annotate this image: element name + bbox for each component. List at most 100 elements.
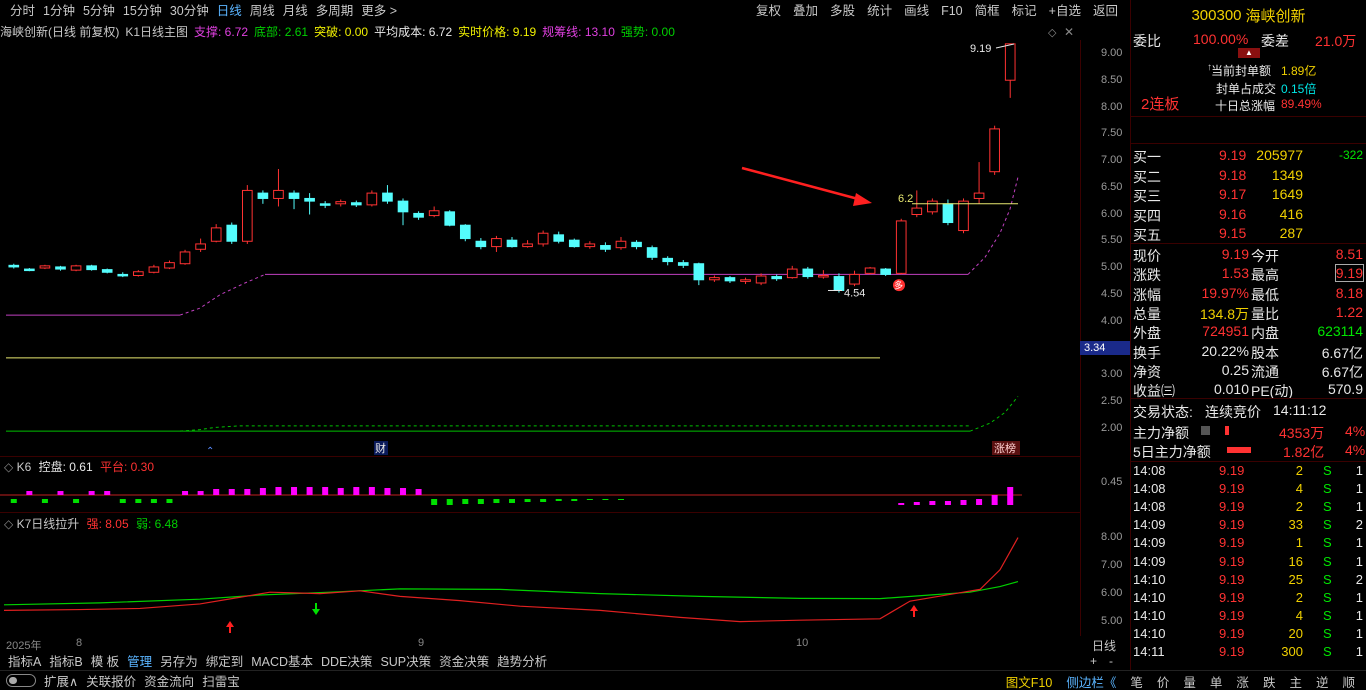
bottom-right-tab[interactable]: 逆 xyxy=(1315,675,1329,690)
period-label[interactable]: 日线 xyxy=(1092,639,1117,653)
period-tab[interactable]: 30分钟 xyxy=(169,4,209,18)
candle xyxy=(210,224,222,243)
candle xyxy=(1004,43,1016,98)
bottom-line-rise xyxy=(969,396,1019,432)
bottom-right-tab[interactable]: 主 xyxy=(1289,675,1302,690)
close-icon[interactable]: ✕ xyxy=(1064,25,1075,39)
indicator-tab[interactable]: DDE决策 xyxy=(321,655,373,669)
realtime-price-value: 实时价格: 9.19 xyxy=(458,24,537,39)
k6-histogram[interactable] xyxy=(0,457,1080,513)
trade-tick-row: 14:10 9.19 2 S 1 xyxy=(1131,590,1366,608)
period-tab[interactable]: 月线 xyxy=(282,4,308,18)
indicator-name[interactable]: K1日线主图 xyxy=(125,24,189,39)
indicator-tab[interactable]: SUP决策 xyxy=(380,655,432,669)
indicator-tab[interactable]: 指标A xyxy=(8,655,42,669)
k6-collapse-icon[interactable]: ◇ xyxy=(4,460,17,474)
main-net-detail-icon[interactable] xyxy=(1201,426,1210,435)
period-tab[interactable]: 多周期 xyxy=(315,4,354,18)
k6-bar xyxy=(913,502,920,505)
tick-side: S xyxy=(1323,571,1332,587)
k7-axis-tick: 5.00 xyxy=(1101,615,1123,627)
expand-up-icon[interactable]: ▲ xyxy=(1238,48,1260,58)
trade-tick-row: 14:09 9.19 1 S 1 xyxy=(1131,535,1366,553)
k6-bar xyxy=(182,491,189,495)
price-axis-tick: 6.00 xyxy=(1101,207,1123,220)
collapse-diamond-icon[interactable]: ◇ xyxy=(1048,27,1057,39)
k6-bar xyxy=(166,499,173,503)
indicator-tab[interactable]: 指标B xyxy=(49,655,83,669)
toolbar-action[interactable]: +自选 xyxy=(1048,4,1081,18)
toolbar-action[interactable]: 画线 xyxy=(904,4,930,18)
bottom-right-tab[interactable]: 笔 xyxy=(1130,675,1143,690)
k6-ping: 平台: 0.30 xyxy=(99,460,154,474)
plan-line-value: 规筹线: 13.10 xyxy=(542,24,615,39)
period-tab[interactable]: 1分钟 xyxy=(43,4,75,18)
toolbar-action[interactable]: 多股 xyxy=(830,4,856,18)
period-tab[interactable]: 分时 xyxy=(10,4,36,18)
indicator-tab[interactable]: 另存为 xyxy=(160,655,198,669)
bottom-tab[interactable]: 关联报价 xyxy=(86,675,137,689)
bid-volume: 1349 xyxy=(1271,166,1303,183)
period-tab[interactable]: 周线 xyxy=(249,4,275,18)
tick-price: 9.19 xyxy=(1219,589,1245,605)
tick-count: 1 xyxy=(1355,553,1363,569)
bottom-right-tab[interactable]: 涨 xyxy=(1236,675,1249,690)
toolbar-action[interactable]: F10 xyxy=(941,4,963,18)
bottom-right-tab[interactable]: 图文F10 xyxy=(1005,675,1053,690)
expand-toggle[interactable] xyxy=(6,674,36,687)
tick-count: 1 xyxy=(1355,625,1363,641)
stat-label: 最低 xyxy=(1251,286,1279,303)
zoom-controls[interactable]: +- xyxy=(1090,654,1126,668)
trade-tick-row: 14:08 9.19 4 S 1 xyxy=(1131,481,1366,499)
bottom-right-tab[interactable]: 价 xyxy=(1156,675,1170,690)
period-tab[interactable]: 5分钟 xyxy=(82,4,115,18)
quote-panel: 300300 海峡创新 委比 100.00% 委差 21.0万 ▲ 当前封单额 … xyxy=(1130,0,1366,670)
tick-price: 9.19 xyxy=(1219,535,1245,551)
candle-up xyxy=(537,232,549,245)
date-axis: 2025年 8 9 10 xyxy=(0,636,1080,652)
toolbar-action[interactable]: 统计 xyxy=(867,4,893,18)
indicator-tab[interactable]: 趋势分析 xyxy=(497,655,548,669)
period-tab[interactable]: 更多 > xyxy=(361,4,398,18)
candle xyxy=(522,240,533,248)
main-net-label: 主力净额 xyxy=(1133,425,1189,441)
period-tab[interactable]: 日线 xyxy=(216,4,242,18)
indicator-tab[interactable]: 模 板 xyxy=(90,655,120,669)
bottom-right-tab[interactable]: 跌 xyxy=(1262,675,1276,690)
price-axis-tick: 7.00 xyxy=(1101,154,1123,166)
candle xyxy=(818,270,829,279)
toolbar-action[interactable]: 标记 xyxy=(1011,4,1037,18)
candle-up xyxy=(179,251,191,265)
support-value: 支撑: 6.72 xyxy=(194,24,249,39)
indicator-tab[interactable]: 绑定到 xyxy=(205,655,244,669)
k7-line-chart[interactable] xyxy=(0,513,1080,637)
bottom-right-tab[interactable]: 顺 xyxy=(1342,675,1355,690)
tick-side: S xyxy=(1323,607,1332,623)
indicator-tab[interactable]: MACD基本 xyxy=(251,655,314,669)
bottom-right-tab[interactable]: 单 xyxy=(1209,675,1223,690)
candle xyxy=(428,206,440,218)
k6-bar xyxy=(555,499,562,501)
bottom-right-tab[interactable]: 量 xyxy=(1183,675,1196,690)
toolbar-action[interactable]: 简框 xyxy=(974,4,1000,18)
k7-name: K7日线拉升 xyxy=(16,517,80,531)
toolbar-action[interactable]: 叠加 xyxy=(793,4,819,18)
candle-down xyxy=(631,241,642,248)
k7-collapse-icon[interactable]: ◇ xyxy=(4,517,17,531)
stock-name: 海峡创新 xyxy=(1245,7,1306,25)
candle-down xyxy=(802,268,814,278)
x-tick-month: 9 xyxy=(418,637,425,649)
bottom-tab[interactable]: 资金流向 xyxy=(144,675,195,689)
bid-volume: 416 xyxy=(1279,205,1303,222)
bottom-right-tab[interactable]: 侧边栏《 xyxy=(1066,675,1117,690)
bottom-tab[interactable]: 扫雷宝 xyxy=(202,675,240,689)
bid-volume: 1649 xyxy=(1271,186,1303,202)
indicator-tab[interactable]: 资金决策 xyxy=(439,655,490,669)
period-tab[interactable]: 15分钟 xyxy=(122,4,162,18)
indicator-tab[interactable]: 管理 xyxy=(127,655,153,669)
toolbar-action[interactable]: 复权 xyxy=(756,4,782,18)
buy-signal-text: 多 xyxy=(894,280,903,292)
bottom-tab[interactable]: 扩展∧ xyxy=(44,675,79,689)
toolbar-action[interactable]: 返回 xyxy=(1092,4,1118,18)
candlestick-chart[interactable]: 6.2 9.19 4.54 多 ⌃ 财 涨榜 xyxy=(0,40,1080,460)
